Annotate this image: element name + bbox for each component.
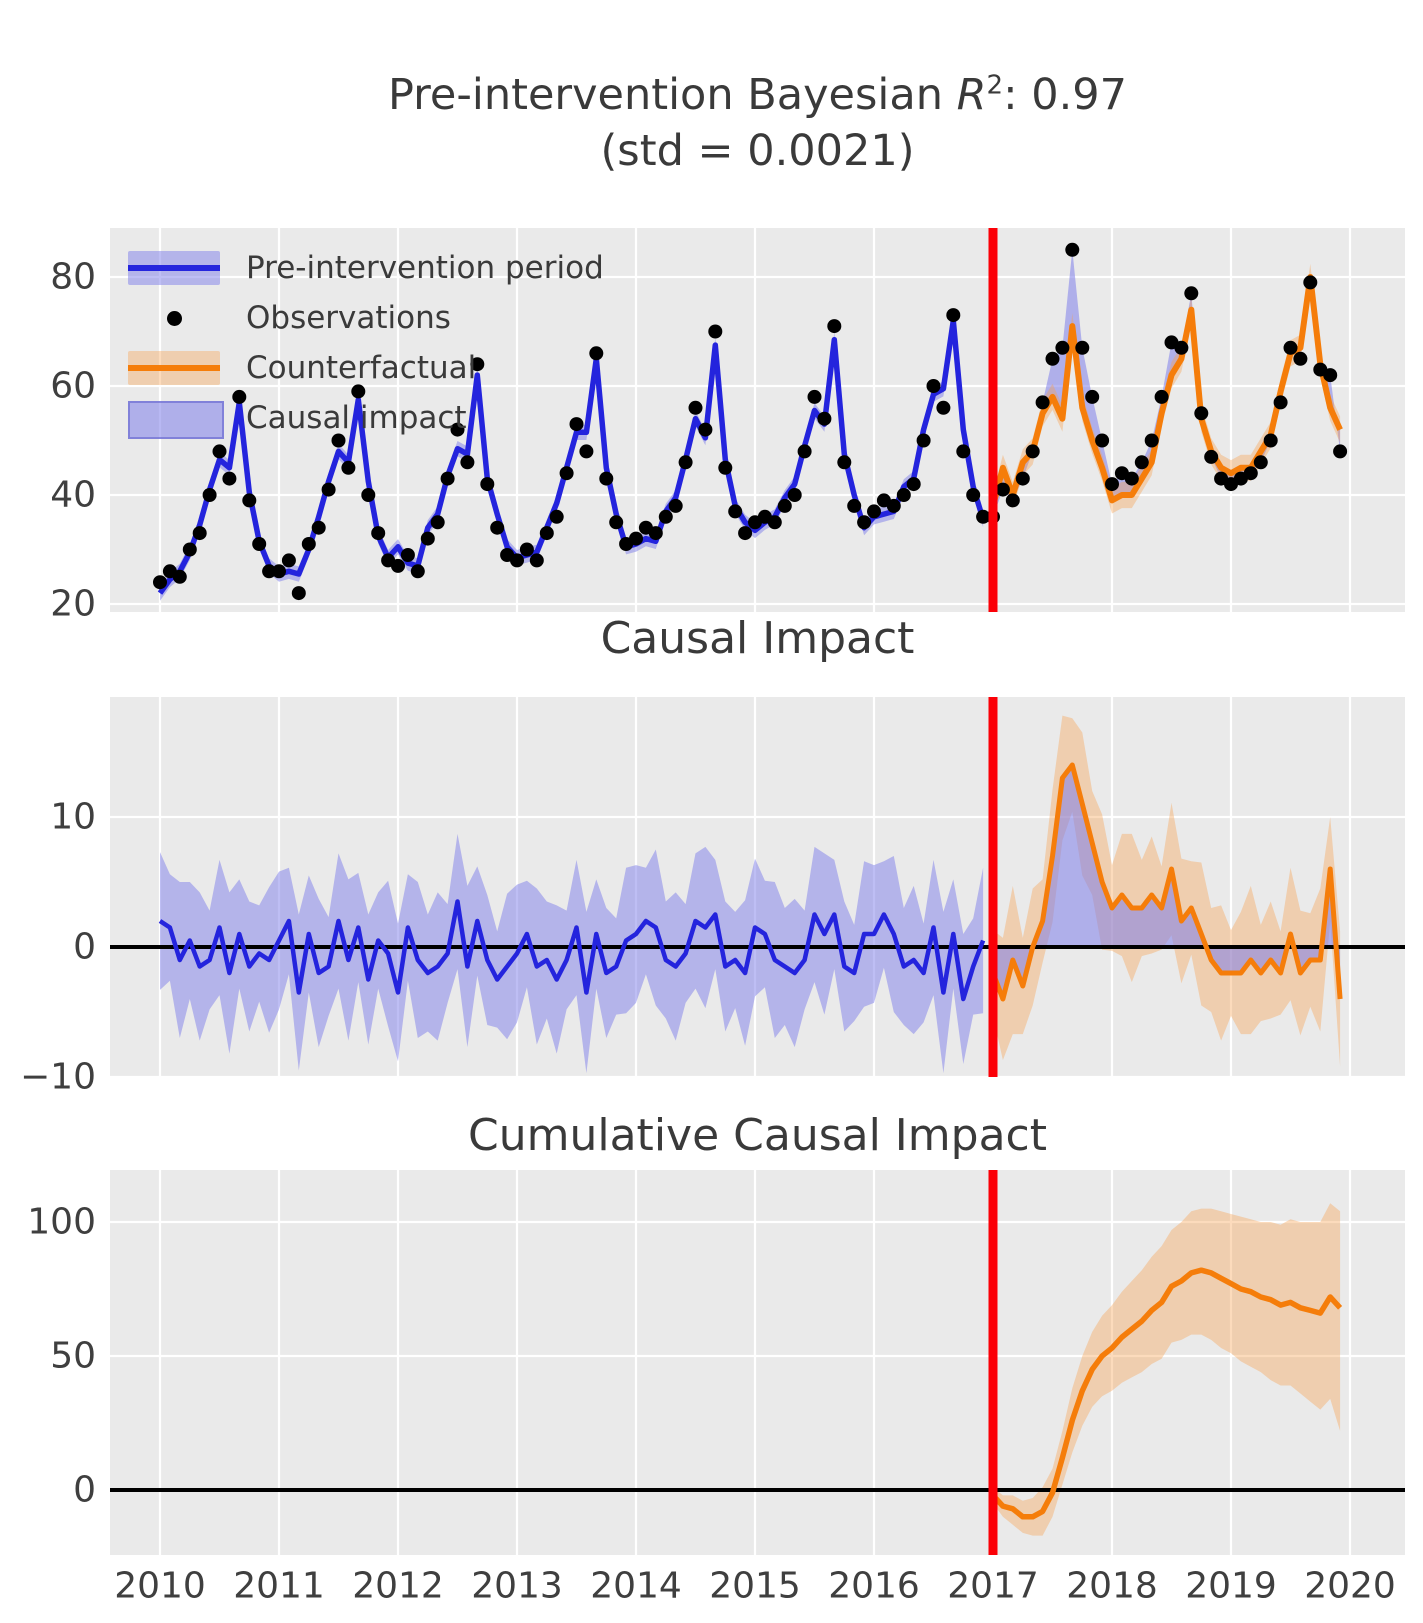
x-tick-label: 2018: [1066, 1566, 1158, 1607]
legend-item-counterfactual: Counterfactual: [128, 343, 604, 393]
legend-item-label: Causal impact: [246, 400, 467, 436]
panel2-series: [110, 715, 1405, 1074]
panel1-series: [153, 242, 1348, 601]
y-tick-label: 40: [50, 475, 96, 516]
observations-dot-icon: [128, 300, 220, 336]
x-tick-label: 2015: [709, 1566, 801, 1607]
panel1: 20 40 60 80: [50, 228, 1405, 625]
pointwise-impact-line-post: [990, 762, 1343, 1002]
y-tick-label: 50: [50, 1336, 96, 1377]
y-tick-label: 0: [73, 1470, 96, 1511]
panel3-title: Cumulative Causal Impact: [468, 1110, 1047, 1161]
panel2-title: Causal Impact: [600, 613, 915, 664]
y-tick-label: 0: [73, 927, 96, 968]
legend-item-causal-impact: Causal impact: [128, 393, 604, 443]
y-tick-label: 10: [50, 797, 96, 838]
panel2-y-tick-labels: −10 0 10: [20, 797, 96, 1098]
figure-title-line2: (std = 0.0021): [600, 125, 915, 176]
observation-dots: [153, 242, 1348, 601]
x-tick-label: 2020: [1304, 1566, 1396, 1607]
panel3-y-tick-labels: 0 50 100: [27, 1202, 96, 1511]
legend-item-label: Counterfactual: [246, 350, 477, 386]
panel3: 0 50 100: [27, 1170, 1405, 1555]
x-tick-label: 2013: [471, 1566, 563, 1607]
y-tick-label: 80: [50, 257, 96, 298]
legend-item-observations: Observations: [128, 293, 604, 343]
panel2: −10 0 10: [20, 697, 1405, 1098]
legend-item-label: Pre-intervention period: [246, 250, 604, 286]
figure-title-line1: Pre-intervention Bayesian R2: 0.97: [388, 70, 1127, 120]
x-tick-label: 2012: [352, 1566, 444, 1607]
x-tick-label: 2011: [233, 1566, 325, 1607]
counterfactual-swatch-icon: [128, 350, 220, 386]
x-tick-labels: 2010 2011 2012 2013 2014 2015 2016 2017 2018 2019…: [114, 1566, 1396, 1607]
x-tick-label: 2010: [114, 1566, 206, 1607]
pre-intervention-swatch-icon: [128, 250, 220, 286]
pointwise-impact-line-pre: [158, 899, 986, 1002]
cumulative-band: [993, 1203, 1341, 1536]
pointwise-pre-band: [160, 833, 984, 1074]
cumulative-impact-line: [990, 1267, 1343, 1520]
panel3-series: [110, 1203, 1405, 1536]
legend-item-label: Observations: [246, 300, 451, 336]
legend: Pre-intervention period Observations Count…: [128, 243, 604, 443]
x-tick-label: 2017: [947, 1566, 1039, 1607]
causal-impact-patch-icon: [128, 400, 224, 439]
y-tick-label: 100: [27, 1202, 96, 1243]
y-tick-label: −10: [20, 1057, 96, 1098]
y-tick-label: 20: [50, 584, 96, 625]
y-tick-label: 60: [50, 366, 96, 407]
figure-title: Pre-intervention Bayesian R2: 0.97 (std …: [110, 68, 1405, 180]
x-tick-label: 2016: [828, 1566, 920, 1607]
panel1-y-tick-labels: 20 40 60 80: [50, 257, 96, 625]
x-tick-label: 2014: [590, 1566, 682, 1607]
x-tick-label: 2019: [1185, 1566, 1277, 1607]
legend-item-pre-intervention-period: Pre-intervention period: [128, 243, 604, 293]
pointwise-causal-fill: [993, 765, 1341, 999]
